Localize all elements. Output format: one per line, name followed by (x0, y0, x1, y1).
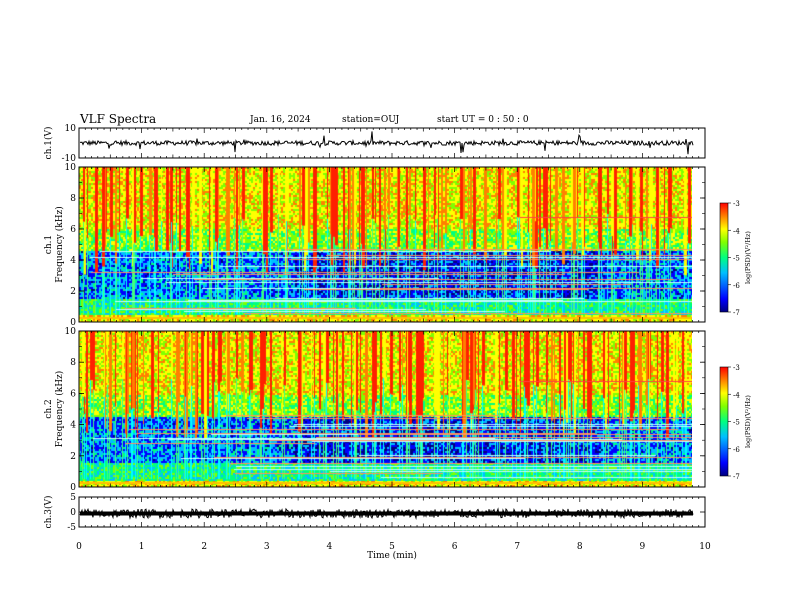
header-station: station=OUJ (342, 115, 400, 125)
colorbar-tick-label: -5 (733, 255, 740, 263)
colorbar-tick-label: -6 (733, 282, 740, 290)
x-tick-label: 3 (264, 542, 270, 552)
channel-label: ch.2 (44, 399, 54, 418)
x-tick-label: 9 (640, 542, 646, 552)
y-tick-label: 8 (70, 194, 76, 204)
x-tick-label: 2 (201, 542, 207, 552)
y-tick-label: 0 (70, 318, 76, 328)
y-tick-label: 6 (70, 225, 76, 235)
colorbar-tick-label: -4 (733, 227, 740, 235)
colorbar (719, 366, 729, 477)
waveform-trace (79, 131, 694, 155)
waveform-band (80, 511, 693, 516)
y-tick-label: 6 (70, 389, 76, 399)
x-tick-label: 5 (389, 542, 395, 552)
y-axis-label: Frequency (kHz) (54, 206, 65, 283)
spectrogram-image (79, 331, 692, 487)
colorbar-tick-label: -3 (733, 364, 740, 372)
y-axis-label: ch.3(V) (43, 496, 54, 529)
y-axis-label: ch.1(V) (43, 127, 54, 160)
y-tick-label: 10 (65, 124, 77, 134)
x-axis-label: Time (min) (367, 550, 417, 561)
colorbar-label: log(PSD)(V²/Hz) (744, 231, 752, 284)
header-start-time: start UT = 0 : 50 : 0 (437, 115, 529, 125)
x-tick-label: 10 (699, 542, 711, 552)
spectrogram-image (79, 167, 692, 322)
x-tick-label: 6 (452, 542, 458, 552)
header-date: Jan. 16, 2024 (250, 115, 311, 125)
y-tick-label: 0 (70, 483, 76, 493)
x-tick-label: 8 (577, 542, 583, 552)
y-tick-label: 0 (70, 508, 76, 518)
y-tick-label: 8 (70, 358, 76, 368)
figure-title: VLF Spectra (80, 112, 157, 126)
y-axis-label: Frequency (kHz) (54, 371, 65, 448)
colorbar-tick-label: -6 (733, 446, 740, 454)
y-tick-label: 5 (70, 493, 76, 503)
colorbar (719, 202, 729, 313)
y-tick-label: 2 (70, 452, 76, 462)
colorbar-tick-label: -4 (733, 391, 740, 399)
colorbar-tick-label: -7 (733, 309, 740, 317)
y-tick-label: 10 (65, 163, 77, 173)
x-tick-label: 7 (514, 542, 520, 552)
colorbar-tick-label: -7 (733, 473, 740, 481)
colorbar-label: log(PSD)(V²/Hz) (744, 395, 752, 448)
y-tick-label: 4 (70, 256, 76, 266)
y-tick-label: 2 (70, 287, 76, 297)
y-tick-label: -5 (67, 523, 76, 533)
colorbar-tick-label: -3 (733, 200, 740, 208)
y-tick-label: 10 (65, 327, 77, 337)
y-tick-label: -10 (62, 154, 77, 164)
channel-label: ch.1 (44, 235, 54, 254)
x-tick-label: 1 (139, 542, 145, 552)
y-tick-label: 4 (70, 421, 76, 431)
x-tick-label: 4 (327, 542, 333, 552)
colorbar-tick-label: -5 (733, 419, 740, 427)
x-tick-label: 0 (76, 542, 82, 552)
